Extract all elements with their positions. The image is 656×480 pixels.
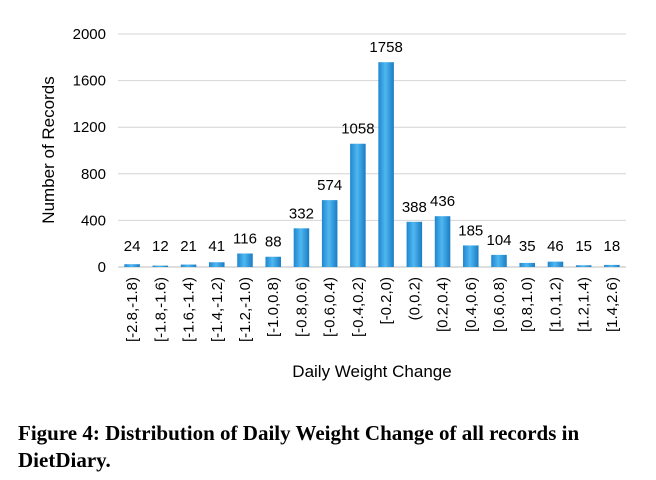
data-label: 41 [208, 238, 225, 255]
data-label: 574 [317, 177, 342, 194]
x-tick-label: [1.4,2.6) [604, 277, 621, 332]
x-tick-label: [-1.4,-1.2) [209, 277, 226, 342]
x-tick-label: [-1.0,0.8) [265, 277, 282, 337]
y-axis-ticks: 0 400 800 1200 1600 2000 [73, 26, 106, 276]
bar [293, 228, 310, 267]
x-tick-label: [-0.6,0.4) [322, 277, 339, 337]
x-axis-ticks: [-2.8,-1.8) [-1.8,-1.6) [-1.6,-1.4) [-1.4,-… [124, 277, 621, 342]
bar [519, 262, 535, 267]
data-label: 1758 [369, 39, 402, 56]
bar [124, 264, 140, 267]
bar [604, 264, 620, 267]
bar [321, 200, 338, 267]
x-axis-label: Daily Weight Change [292, 362, 451, 381]
y-tick-label: 1200 [73, 119, 106, 136]
bar [547, 261, 564, 267]
data-label: 116 [233, 230, 257, 247]
x-tick-label: [-0.4,0.2) [350, 277, 367, 337]
y-axis-label: Number of Records [39, 76, 58, 223]
bar [180, 264, 197, 267]
bar [463, 245, 479, 267]
y-tick-label: 0 [98, 259, 106, 276]
y-tick-label: 2000 [73, 26, 106, 43]
bars [124, 62, 620, 268]
bar [237, 253, 253, 267]
bar [152, 265, 169, 267]
x-tick-label: [-1.8,-1.6) [152, 277, 169, 342]
y-tick-label: 1600 [73, 73, 106, 90]
x-tick-label: [0.8,1.0) [519, 277, 536, 332]
x-tick-label: [-1.2,-1.0) [237, 277, 254, 342]
y-tick-label: 400 [81, 212, 106, 229]
data-label: 35 [519, 238, 536, 255]
x-tick-label: [1.0,1.2) [547, 277, 564, 332]
bar [434, 216, 451, 267]
bar [350, 143, 366, 267]
bar [406, 221, 423, 267]
data-label: 12 [152, 238, 169, 255]
x-tick-label: [-1.6,-1.4) [181, 277, 198, 342]
x-tick-label: [-0.2,0) [378, 277, 395, 325]
gridlines [118, 33, 626, 268]
data-label: 185 [458, 222, 483, 239]
data-label: 332 [289, 205, 314, 222]
data-label: 46 [547, 238, 564, 255]
data-label: 1058 [341, 121, 374, 138]
data-label: 88 [265, 234, 282, 251]
data-label: 436 [430, 193, 455, 210]
data-label: 104 [486, 232, 511, 249]
bar [265, 256, 281, 267]
data-label: 21 [180, 238, 197, 255]
data-label: 15 [575, 238, 592, 255]
bar [491, 254, 507, 267]
data-label: 18 [604, 238, 621, 255]
bar [575, 265, 592, 267]
x-tick-label: [0.2,0.4) [435, 277, 452, 332]
x-tick-label: [-2.8,-1.8) [124, 277, 141, 342]
bar [378, 62, 394, 268]
x-tick-label: [0.6,0.8) [491, 277, 508, 332]
x-tick-label: [0.4,0.6) [463, 277, 480, 332]
data-label: 24 [124, 238, 141, 255]
x-tick-label: [-0.8,0.6) [293, 277, 310, 337]
x-tick-label: (0,0.2) [406, 277, 423, 320]
figure-caption: Figure 4: Distribution of Daily Weight C… [18, 421, 580, 472]
x-tick-label: [1.2,1.4) [576, 277, 593, 332]
y-tick-label: 800 [81, 166, 106, 183]
bar [209, 262, 225, 267]
data-label: 388 [402, 199, 427, 216]
